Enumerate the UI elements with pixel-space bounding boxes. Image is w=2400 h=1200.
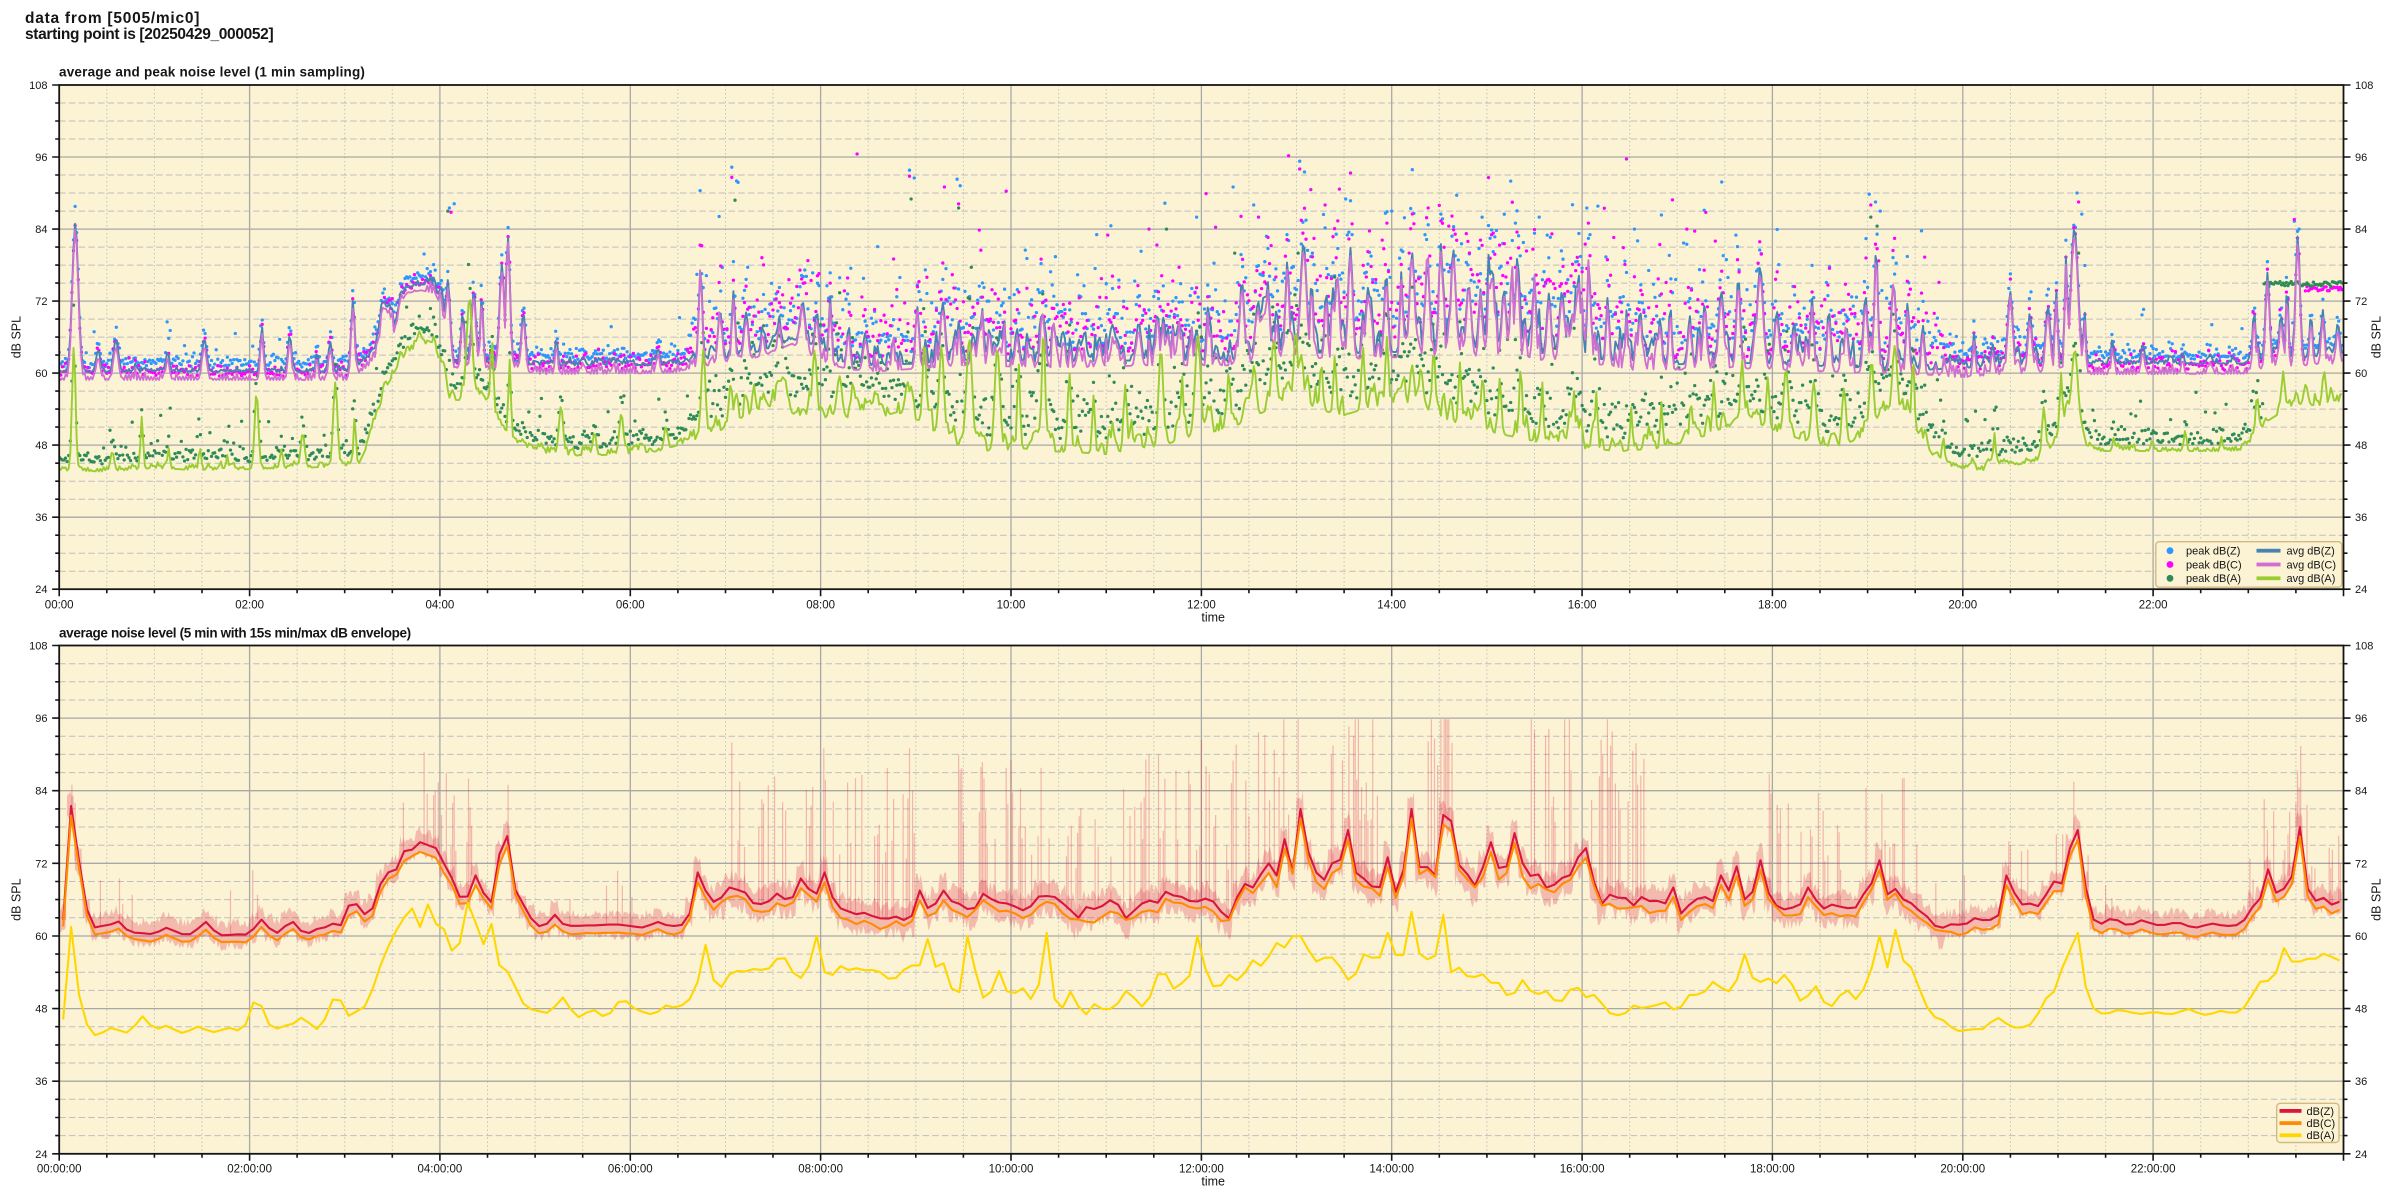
- svg-text:60: 60: [2355, 368, 2367, 380]
- svg-text:36: 36: [35, 512, 47, 524]
- svg-text:avg dB(Z): avg dB(Z): [2287, 546, 2335, 558]
- svg-text:data from [5005/mic0]: data from [5005/mic0]: [25, 10, 200, 27]
- svg-text:dB(C): dB(C): [2307, 1118, 2336, 1130]
- svg-text:12:00:00: 12:00:00: [1179, 1164, 1224, 1176]
- svg-text:10:00: 10:00: [997, 599, 1026, 611]
- svg-text:48: 48: [2355, 1004, 2367, 1016]
- svg-text:dB SPL: dB SPL: [10, 316, 24, 358]
- svg-text:08:00:00: 08:00:00: [798, 1164, 843, 1176]
- svg-text:time: time: [1201, 611, 1225, 625]
- svg-text:36: 36: [2355, 1076, 2367, 1088]
- svg-text:04:00:00: 04:00:00: [418, 1164, 463, 1176]
- svg-text:24: 24: [35, 1149, 47, 1161]
- svg-text:96: 96: [35, 713, 47, 725]
- svg-text:dB SPL: dB SPL: [10, 878, 24, 920]
- svg-text:22:00: 22:00: [2139, 599, 2168, 611]
- svg-text:avg dB(C): avg dB(C): [2287, 559, 2337, 571]
- svg-text:72: 72: [35, 296, 47, 308]
- svg-text:36: 36: [35, 1076, 47, 1088]
- svg-text:08:00: 08:00: [806, 599, 835, 611]
- svg-text:dB SPL: dB SPL: [2370, 316, 2384, 358]
- svg-text:dB(Z): dB(Z): [2307, 1106, 2335, 1118]
- svg-text:20:00: 20:00: [1948, 599, 1977, 611]
- svg-text:84: 84: [35, 224, 47, 236]
- svg-text:14:00:00: 14:00:00: [1369, 1164, 1414, 1176]
- svg-text:06:00:00: 06:00:00: [608, 1164, 653, 1176]
- svg-text:average and peak noise level (: average and peak noise level (1 min samp…: [59, 65, 365, 80]
- svg-text:02:00:00: 02:00:00: [227, 1164, 272, 1176]
- svg-text:108: 108: [29, 641, 47, 653]
- svg-text:96: 96: [2355, 152, 2367, 164]
- svg-text:48: 48: [35, 1004, 47, 1016]
- svg-text:84: 84: [2355, 224, 2367, 236]
- svg-text:72: 72: [2355, 296, 2367, 308]
- svg-text:average noise level (5 min wit: average noise level (5 min with 15s min/…: [59, 626, 411, 641]
- svg-text:48: 48: [2355, 440, 2367, 452]
- svg-text:24: 24: [2355, 584, 2367, 596]
- svg-text:96: 96: [2355, 713, 2367, 725]
- svg-text:84: 84: [2355, 786, 2367, 798]
- svg-text:96: 96: [35, 152, 47, 164]
- svg-text:10:00:00: 10:00:00: [989, 1164, 1034, 1176]
- svg-text:18:00:00: 18:00:00: [1750, 1164, 1795, 1176]
- svg-text:14:00: 14:00: [1377, 599, 1406, 611]
- svg-text:108: 108: [29, 80, 47, 92]
- svg-text:16:00:00: 16:00:00: [1560, 1164, 1605, 1176]
- svg-text:72: 72: [35, 858, 47, 870]
- svg-text:02:00: 02:00: [235, 599, 264, 611]
- svg-text:108: 108: [2355, 80, 2373, 92]
- svg-text:36: 36: [2355, 512, 2367, 524]
- svg-text:00:00: 00:00: [45, 599, 74, 611]
- svg-text:12:00: 12:00: [1187, 599, 1216, 611]
- svg-text:starting point is [20250429_00: starting point is [20250429_000052]: [25, 26, 273, 43]
- svg-text:time: time: [1201, 1175, 1225, 1189]
- svg-text:peak dB(Z): peak dB(Z): [2186, 546, 2240, 558]
- svg-text:60: 60: [35, 368, 47, 380]
- svg-text:peak dB(A): peak dB(A): [2186, 573, 2241, 585]
- svg-text:60: 60: [35, 931, 47, 943]
- svg-text:00:00:00: 00:00:00: [37, 1164, 82, 1176]
- svg-text:16:00: 16:00: [1568, 599, 1597, 611]
- svg-text:dB SPL: dB SPL: [2370, 878, 2384, 920]
- svg-text:20:00:00: 20:00:00: [1940, 1164, 1985, 1176]
- svg-text:dB(A): dB(A): [2307, 1130, 2335, 1142]
- svg-text:24: 24: [35, 584, 47, 596]
- svg-text:04:00: 04:00: [426, 599, 455, 611]
- svg-text:24: 24: [2355, 1149, 2367, 1161]
- svg-text:avg dB(A): avg dB(A): [2287, 573, 2336, 585]
- svg-text:22:00:00: 22:00:00: [2131, 1164, 2176, 1176]
- svg-text:18:00: 18:00: [1758, 599, 1787, 611]
- svg-text:06:00: 06:00: [616, 599, 645, 611]
- svg-text:108: 108: [2355, 641, 2373, 653]
- svg-text:84: 84: [35, 786, 47, 798]
- svg-text:48: 48: [35, 440, 47, 452]
- svg-text:60: 60: [2355, 931, 2367, 943]
- svg-text:72: 72: [2355, 858, 2367, 870]
- svg-text:peak dB(C): peak dB(C): [2186, 559, 2242, 571]
